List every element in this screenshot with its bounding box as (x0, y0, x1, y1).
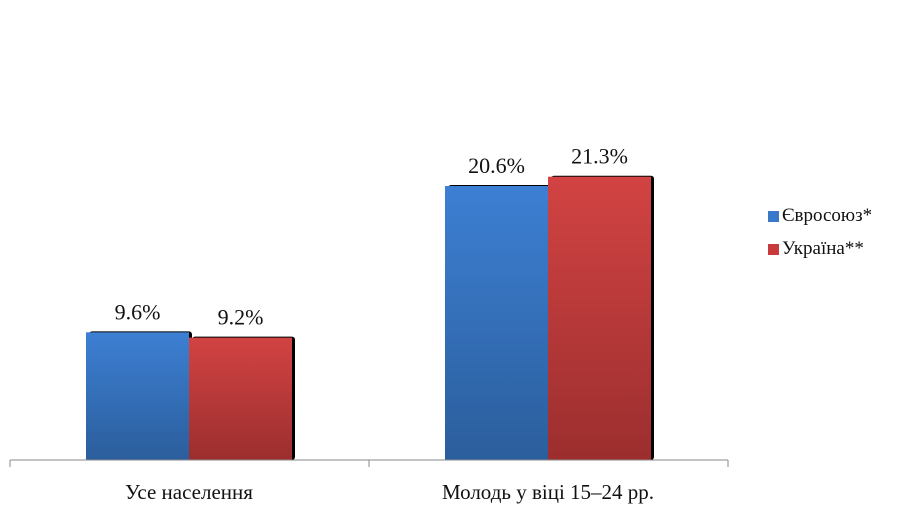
legend-item-ukraine: Україна** (768, 237, 872, 261)
category-label: Молодь у віці 15–24 рр. (442, 480, 654, 504)
legend-swatch-ukraine (768, 243, 779, 255)
data-label: 9.6% (115, 299, 161, 324)
data-label: 9.2% (218, 305, 264, 330)
data-label: 20.6% (468, 153, 525, 178)
bar-eu (445, 186, 548, 460)
bar-ukraine (189, 337, 292, 460)
legend-label-ukraine: Україна** (782, 238, 864, 259)
data-label: 21.3% (571, 144, 628, 169)
category-label: Усе населення (125, 480, 253, 504)
legend-item-eu: Євросоюз* (768, 204, 872, 228)
legend-label-eu: Євросоюз* (782, 205, 873, 226)
legend-swatch-eu (768, 210, 779, 222)
legend: Євросоюз* Україна** (768, 204, 872, 270)
bar-eu (86, 332, 189, 460)
bar-ukraine (548, 176, 651, 460)
